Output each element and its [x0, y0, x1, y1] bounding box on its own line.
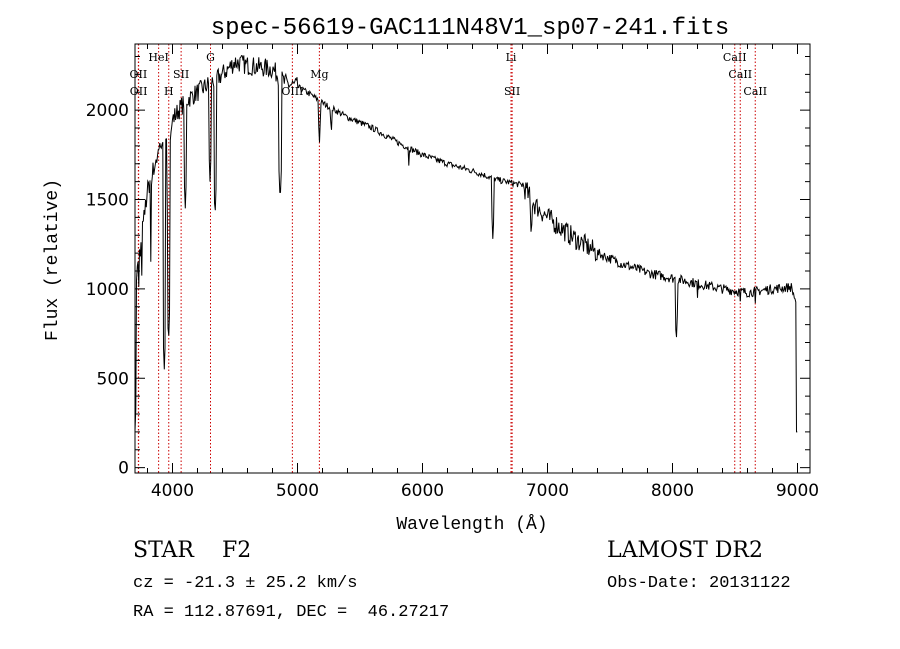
chart-title: spec-56619-GAC111N48V1_sp07-241.fits — [211, 15, 729, 42]
survey-name: LAMOST DR2 — [607, 538, 763, 563]
spectral-line-label: H — [164, 85, 174, 98]
spectral-line-label: HeI — [148, 51, 168, 64]
x-tick-label: 6000 — [401, 481, 444, 501]
plot-frame — [134, 43, 811, 474]
spectral-line-label: SII — [504, 85, 520, 98]
observation-date: Obs-Date: 20131122 — [607, 574, 791, 593]
y-tick-label: 1000 — [86, 280, 129, 300]
redshift-velocity: cz = -21.3 ± 25.2 km/s — [133, 574, 358, 593]
coordinates: RA = 112.87691, DEC = 46.27217 — [133, 603, 450, 622]
x-tick-label: 7000 — [526, 481, 569, 501]
y-axis-label: Flux (relative) — [43, 179, 63, 341]
spectral-line-label: Li — [506, 51, 517, 64]
y-tick-label: 0 — [118, 459, 129, 479]
spectral-line-label: CaII — [728, 68, 752, 81]
spectrum-series — [134, 54, 798, 433]
spectrum-line — [134, 54, 798, 433]
x-axis: 4000 5000 6000 7000 8000 9000 — [147, 44, 819, 501]
x-tick-label: 8000 — [651, 481, 694, 501]
y-tick-label: 1500 — [86, 191, 129, 211]
spectral-line-label: OII — [130, 85, 148, 98]
x-tick-label: 5000 — [276, 481, 319, 501]
star-classification: STAR F2 — [133, 538, 252, 563]
x-axis-label: Wavelength (Å) — [396, 514, 547, 535]
spectral-line-markers: OIIOIIHeISIIHGOIIIMgLiSIICaIICaIICaII — [130, 44, 767, 473]
spectral-line-label: OIII — [281, 85, 303, 98]
y-tick-label: 2000 — [86, 101, 129, 121]
spectral-line-label: G — [206, 51, 215, 64]
spectral-line-label: CaII — [743, 85, 767, 98]
spectral-line-label: CaII — [723, 51, 747, 64]
y-axis: 0 500 1000 1500 2000 — [86, 56, 810, 479]
x-tick-label: 9000 — [776, 481, 819, 501]
spectral-line-label: Mg — [310, 68, 328, 81]
spectral-line-label: SII — [173, 68, 189, 81]
x-tick-label: 4000 — [151, 481, 194, 501]
y-tick-label: 500 — [97, 369, 129, 389]
